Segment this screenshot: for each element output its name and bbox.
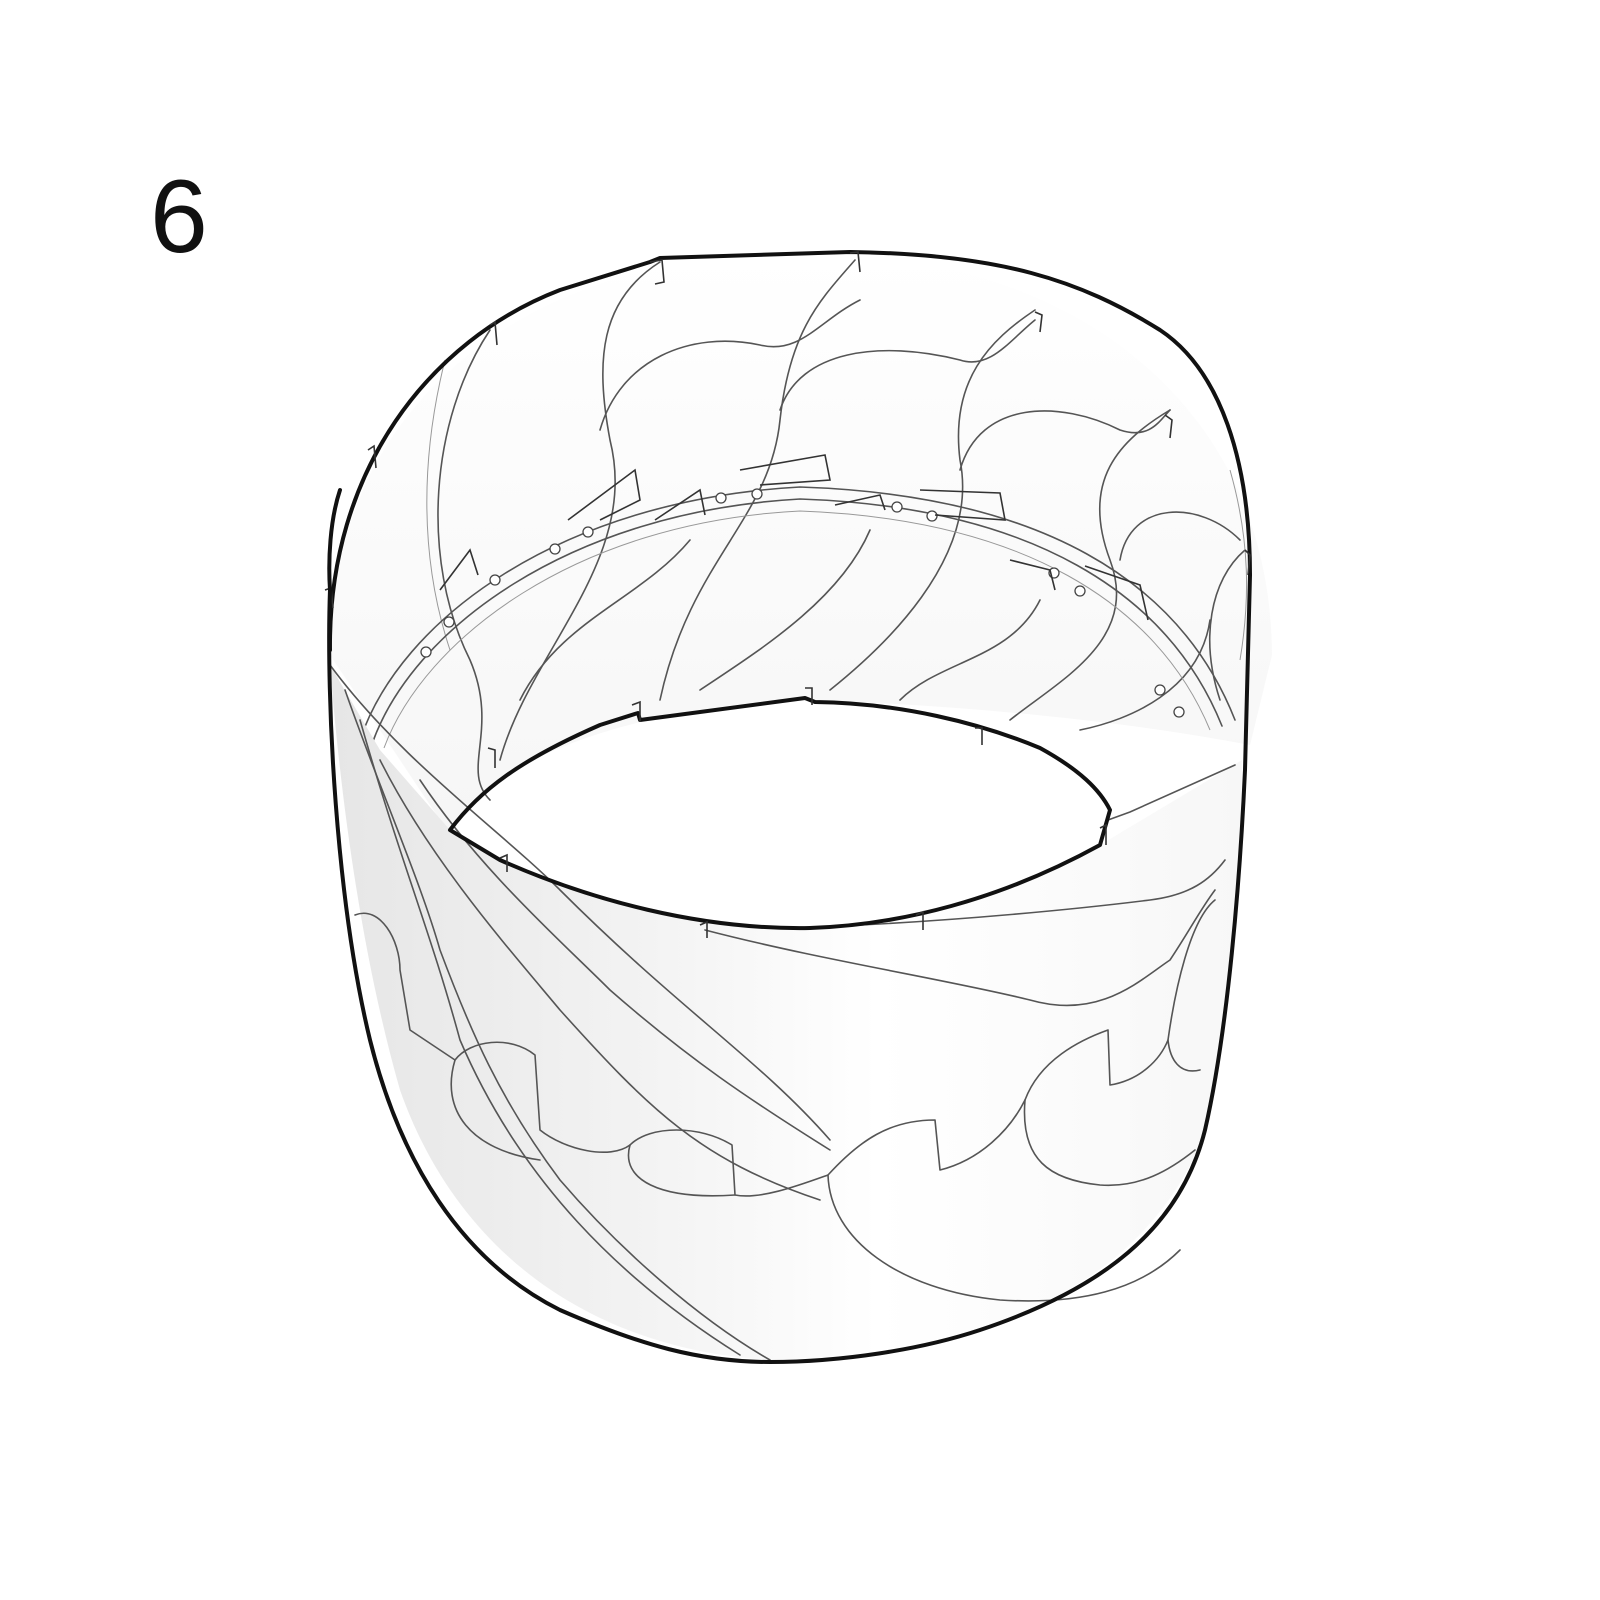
left-edge xyxy=(327,488,342,592)
bottom-opening-notches xyxy=(487,687,1107,938)
bottom-opening xyxy=(448,696,1112,931)
top-rim-notches xyxy=(324,251,1251,609)
step-number: 6 xyxy=(150,159,208,275)
inner-back-wall xyxy=(330,251,1272,835)
outer-silhouette xyxy=(327,573,1252,1364)
support-ring xyxy=(359,454,1236,749)
top-rim xyxy=(327,250,1252,652)
outer-front-wall xyxy=(329,664,1242,1361)
